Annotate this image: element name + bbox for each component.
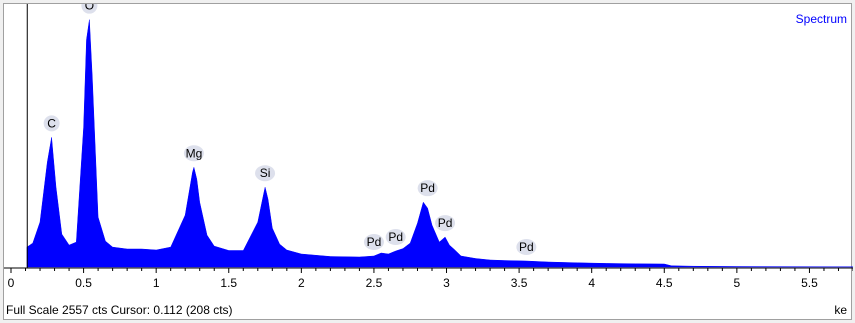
x-tick-label: 1 bbox=[153, 276, 160, 290]
plot-area bbox=[26, 19, 853, 268]
x-tick-label: 0 bbox=[8, 276, 15, 290]
peak-label-bg bbox=[363, 234, 384, 251]
peak-label: Pd bbox=[385, 229, 406, 246]
x-tick-label: 5.5 bbox=[801, 276, 818, 290]
peak-label: O bbox=[81, 4, 98, 14]
peak-labels: C O Mg Si Pd Pd Pd Pd Pd bbox=[43, 4, 537, 256]
axis-unit-label: ke bbox=[834, 303, 847, 317]
peak-label: Mg bbox=[183, 145, 204, 162]
peak-label-text: Si bbox=[260, 166, 271, 180]
peak-label: Pd bbox=[516, 239, 537, 256]
x-tick-label: 0.5 bbox=[75, 276, 92, 290]
status-readout: Full Scale 2557 cts Cursor: 0.112 (208 c… bbox=[6, 303, 233, 317]
peak-label-text: Mg bbox=[186, 146, 203, 160]
x-tick-label: 4.5 bbox=[656, 276, 673, 290]
peak-label: Pd bbox=[363, 234, 384, 251]
peak-label-text: Pd bbox=[388, 230, 403, 244]
peak-label-text: O bbox=[85, 4, 94, 13]
peak-label-text: Pd bbox=[519, 240, 534, 254]
peak-label-bg bbox=[183, 145, 204, 162]
peak-label-bg bbox=[255, 165, 276, 182]
x-tick-label: 2 bbox=[298, 276, 305, 290]
peak-label-bg bbox=[417, 180, 438, 197]
spectrum-series bbox=[26, 19, 853, 268]
peak-label: Pd bbox=[435, 215, 456, 232]
x-tick-label: 1.5 bbox=[220, 276, 237, 290]
peak-label-bg bbox=[81, 4, 98, 14]
peak-label: Pd bbox=[417, 180, 438, 197]
x-tick-label: 3.5 bbox=[511, 276, 528, 290]
x-tick-label: 4 bbox=[588, 276, 595, 290]
x-tick-label: 5 bbox=[734, 276, 741, 290]
peak-label: Si bbox=[255, 165, 276, 182]
peak-label-bg bbox=[435, 215, 456, 232]
x-tick-label: 3 bbox=[443, 276, 450, 290]
peak-label-text: Pd bbox=[367, 235, 382, 249]
peak-label-text: Pd bbox=[438, 216, 453, 230]
spectrum-chart[interactable]: 0 0.5 1 1.5 2 2.5 3 3.5 4 4.5 5 5.5 C O Mg Si Pd Pd Pd Pd P… bbox=[4, 4, 853, 321]
x-axis: 0 0.5 1 1.5 2 2.5 3 3.5 4 4.5 5 5.5 bbox=[4, 267, 853, 290]
peak-label-bg bbox=[516, 239, 537, 256]
peak-label-bg bbox=[43, 115, 60, 132]
spectrum-panel: 0 0.5 1 1.5 2 2.5 3 3.5 4 4.5 5 5.5 C O Mg Si Pd Pd Pd Pd P… bbox=[3, 3, 853, 321]
peak-label-bg bbox=[385, 229, 406, 246]
peak-label-text: C bbox=[47, 116, 56, 130]
x-tick-label: 2.5 bbox=[366, 276, 383, 290]
peak-label-text: Pd bbox=[420, 181, 435, 195]
legend-label: Spectrum bbox=[795, 12, 847, 26]
peak-label: C bbox=[43, 115, 60, 132]
